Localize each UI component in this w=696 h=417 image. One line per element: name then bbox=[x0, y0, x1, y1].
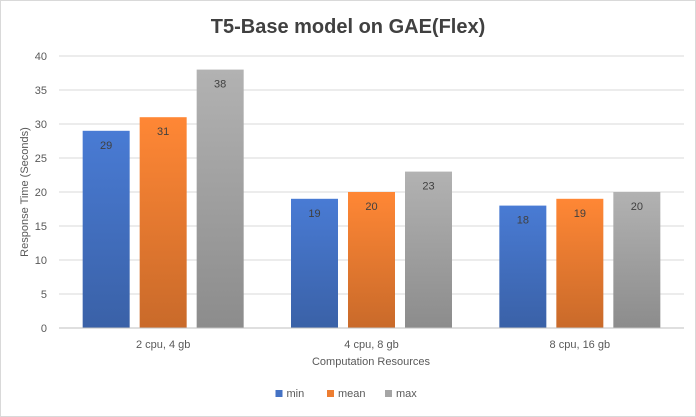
y-tick-label: 0 bbox=[41, 323, 47, 335]
bar-mean bbox=[139, 117, 187, 328]
bar-mean bbox=[556, 198, 604, 328]
y-tick-label: 25 bbox=[35, 153, 47, 165]
data-labels: 29 31 38 19 20 23 18 19 20 bbox=[100, 79, 643, 227]
legend-label-max: max bbox=[396, 388, 417, 400]
data-label: 18 bbox=[517, 215, 529, 227]
bar-max bbox=[196, 69, 244, 328]
data-label: 19 bbox=[308, 208, 320, 220]
y-axis-ticks: 0 5 10 15 20 25 30 35 40 bbox=[35, 51, 47, 335]
y-tick-label: 40 bbox=[35, 51, 47, 63]
legend-swatch-mean bbox=[327, 390, 334, 397]
bar-min bbox=[291, 198, 338, 328]
legend-swatch-min bbox=[275, 390, 283, 397]
data-label: 23 bbox=[422, 181, 434, 193]
x-axis-label: Computation Resources bbox=[312, 356, 431, 368]
y-tick-label: 30 bbox=[35, 119, 47, 131]
y-tick-label: 35 bbox=[35, 85, 47, 97]
y-tick-label: 15 bbox=[35, 221, 47, 233]
x-tick-label: 4 cpu, 8 gb bbox=[344, 339, 398, 351]
y-tick-label: 20 bbox=[35, 187, 47, 199]
x-axis-ticks: 2 cpu, 4 gb 4 cpu, 8 gb 8 cpu, 16 gb bbox=[136, 339, 610, 351]
chart-title: T5-Base model on GAE(Flex) bbox=[211, 16, 486, 38]
legend-label-mean: mean bbox=[338, 388, 366, 400]
x-tick-label: 8 cpu, 16 gb bbox=[550, 339, 611, 351]
bar-max bbox=[613, 192, 661, 328]
data-label: 20 bbox=[365, 201, 377, 213]
data-label: 38 bbox=[214, 79, 226, 91]
bar-min bbox=[82, 130, 130, 328]
bar-max bbox=[405, 171, 452, 328]
legend-swatch-max bbox=[385, 390, 392, 397]
data-label: 19 bbox=[574, 208, 586, 220]
y-tick-label: 10 bbox=[35, 255, 47, 267]
x-tick-label: 2 cpu, 4 gb bbox=[136, 339, 190, 351]
y-tick-label: 5 bbox=[41, 289, 47, 301]
y-axis-label: Response Time (Seconds) bbox=[19, 127, 31, 257]
bars bbox=[82, 69, 661, 328]
bar-mean bbox=[348, 192, 395, 328]
legend-label-min: min bbox=[287, 388, 305, 400]
legend: min mean max bbox=[275, 388, 417, 400]
bar-min bbox=[499, 205, 547, 328]
data-label: 31 bbox=[157, 126, 169, 138]
data-label: 29 bbox=[100, 140, 112, 152]
data-label: 20 bbox=[631, 201, 643, 213]
